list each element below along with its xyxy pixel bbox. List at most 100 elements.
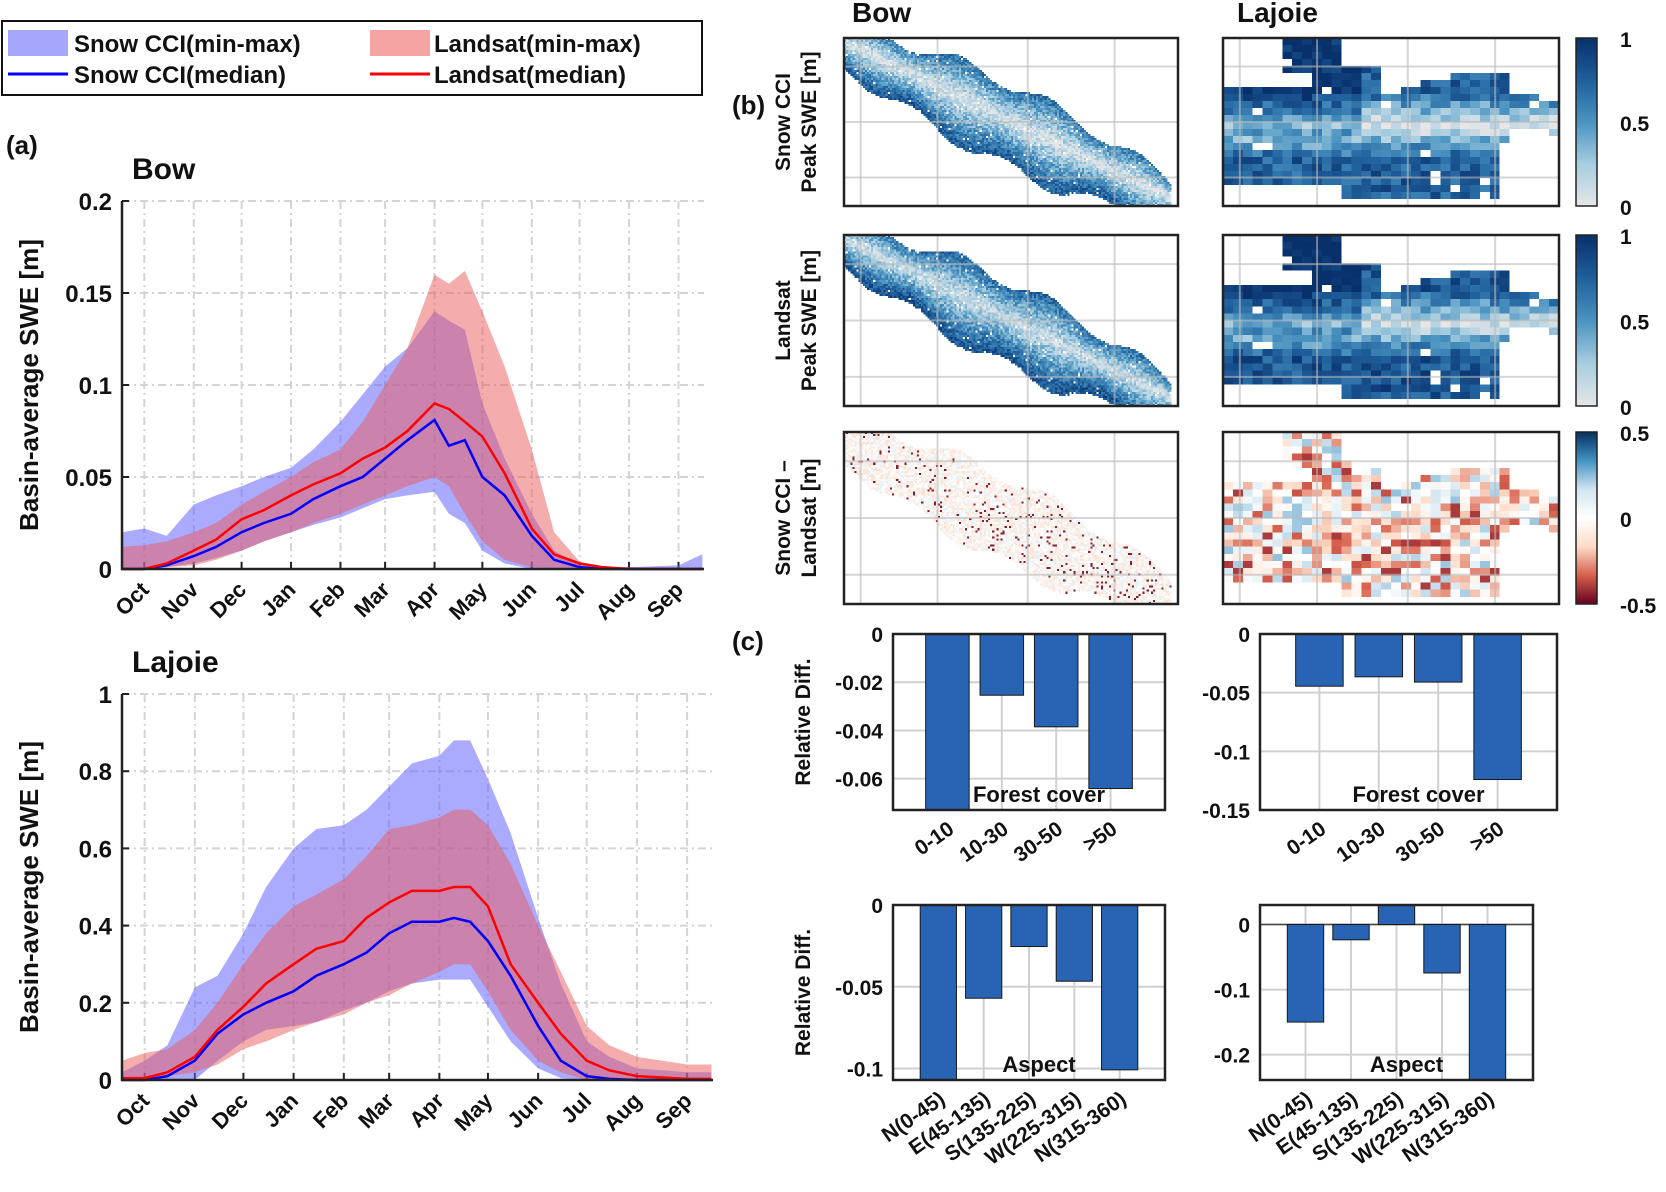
colorbar-tick-label: -0.5	[1620, 595, 1657, 618]
y-tick-label: 0.6	[79, 836, 112, 863]
y-tick-label: -0.15	[1202, 800, 1250, 823]
map-row-label: Landsat	[772, 280, 795, 361]
bar	[979, 633, 1025, 696]
colorbar-tick-label: 0.5	[1620, 312, 1650, 335]
y-tick-label: 0.1	[79, 373, 112, 400]
map-row-label: Snow CCI –	[772, 460, 795, 576]
map-column-title-lajoie: Lajoie	[1237, 0, 1318, 28]
landsat-median-line	[122, 401, 703, 571]
panel-label-b: (b)	[732, 90, 765, 120]
bar	[919, 904, 957, 1081]
bar-annotation: Aspect	[1370, 1052, 1444, 1077]
legend-box	[1, 20, 703, 96]
y-tick-label: -0.05	[835, 977, 883, 1000]
colorbar	[1575, 37, 1598, 207]
y-tick-label: 0.2	[79, 991, 112, 1018]
axes	[120, 201, 704, 571]
landsat-minmax-band	[122, 809, 712, 1080]
y-axis-label: Basin-average SWE [m]	[14, 239, 44, 531]
panel-label-a: (a)	[6, 130, 38, 160]
map-frame	[842, 430, 1180, 606]
legend-label-cci-band: Snow CCI(min-max)	[74, 31, 301, 58]
bar-annotation: Aspect	[1002, 1052, 1076, 1077]
y-tick-label: -0.04	[835, 720, 883, 743]
colorbar-tick-label: 0.5	[1620, 113, 1650, 136]
bar	[1413, 633, 1463, 683]
bar	[1332, 924, 1370, 941]
colorbar-tick-label: 0.5	[1620, 423, 1650, 446]
map-row-label: Snow CCI	[772, 73, 795, 171]
timeseries-lajoie: Oct Nov Dec Jan Feb Mar Apr May Jun Jul Aug Sep00.2…	[14, 646, 713, 1136]
axes-box	[1258, 903, 1535, 1082]
map-frame	[1221, 430, 1561, 606]
y-tick-label: 0	[1238, 915, 1250, 938]
axes-box	[891, 632, 1167, 812]
legend-label-cci-median: Snow CCI(median)	[74, 62, 286, 89]
y-tick-label: 0.4	[79, 914, 113, 941]
bar	[1033, 633, 1079, 728]
bar	[1354, 633, 1404, 678]
y-tick-label: -0.2	[1214, 1045, 1250, 1068]
bar	[1286, 924, 1325, 1023]
cci-median-line	[122, 418, 703, 571]
bar-annotation: Forest cover	[1352, 782, 1484, 807]
y-axis-label: Relative Diff.	[792, 929, 815, 1056]
map-column-title-bow: Bow	[852, 0, 911, 28]
bar	[1101, 904, 1139, 1071]
chart-title: Lajoie	[132, 646, 219, 679]
y-tick-label: 1	[99, 682, 112, 709]
y-tick-label: 0.2	[79, 189, 112, 216]
axes-box	[891, 903, 1167, 1082]
landsat-minmax-band	[122, 270, 703, 569]
bar	[1473, 633, 1522, 780]
y-tick-label: 0	[99, 557, 112, 584]
landsat-median-line	[122, 885, 712, 1081]
y-axis-label: Basin-average SWE [m]	[14, 741, 44, 1033]
y-tick-label: -0.1	[847, 1059, 884, 1082]
map-frame	[842, 36, 1180, 208]
legend-swatch-landsat-band	[370, 30, 430, 56]
colorbar-tick-label: 1	[1620, 226, 1632, 249]
legend-label-landsat-median: Landsat(median)	[434, 62, 626, 89]
colorbar-tick-label: 1	[1620, 29, 1632, 52]
cci-median-line	[122, 916, 712, 1082]
y-tick-label: -0.02	[835, 672, 883, 695]
axes	[120, 694, 713, 1082]
y-tick-label: -0.1	[1214, 980, 1251, 1003]
bar	[925, 633, 970, 811]
colorbar-tick-label: 0	[1620, 509, 1632, 532]
map-row-label: Landsat [m]	[798, 458, 821, 577]
bar	[965, 904, 1003, 999]
panel-label-c: (c)	[732, 626, 764, 656]
y-axis-label: Relative Diff.	[792, 658, 815, 785]
map-frame	[1221, 233, 1561, 408]
legend-label-landsat-band: Landsat(min-max)	[434, 31, 641, 58]
colorbar-tick-label: 0	[1620, 197, 1632, 220]
y-tick-label: -0.06	[835, 769, 883, 792]
map-frame	[842, 233, 1180, 408]
y-tick-label: 0.15	[65, 281, 112, 308]
map-row-label: Peak SWE [m]	[798, 51, 821, 192]
chart-title: Bow	[132, 153, 196, 186]
axes-box	[1258, 632, 1559, 812]
y-tick-label: 0.8	[79, 759, 112, 786]
map-frame	[1221, 36, 1561, 208]
y-tick-label: 0	[871, 624, 883, 647]
y-tick-label: 0	[99, 1068, 112, 1095]
colorbar-tick-label: 0	[1620, 397, 1632, 420]
y-tick-label: -0.1	[1214, 741, 1251, 764]
bar-annotation: Forest cover	[973, 782, 1105, 807]
y-tick-label: -0.05	[1202, 683, 1250, 706]
map-row-label: Peak SWE [m]	[798, 250, 821, 391]
bar	[1055, 904, 1093, 982]
colorbar	[1575, 431, 1598, 605]
bar	[1423, 924, 1461, 974]
y-tick-label: 0	[871, 895, 883, 918]
y-tick-label: 0.05	[65, 465, 112, 492]
legend-swatch-cci-band	[8, 30, 68, 56]
bar	[1295, 633, 1344, 687]
timeseries-bow: Oct Nov Dec Jan Feb Mar Apr May Jun Jul Aug Sep00.0…	[14, 153, 704, 625]
legend: Snow CCI(min-max) Landsat(min-max) Snow …	[1, 20, 703, 96]
